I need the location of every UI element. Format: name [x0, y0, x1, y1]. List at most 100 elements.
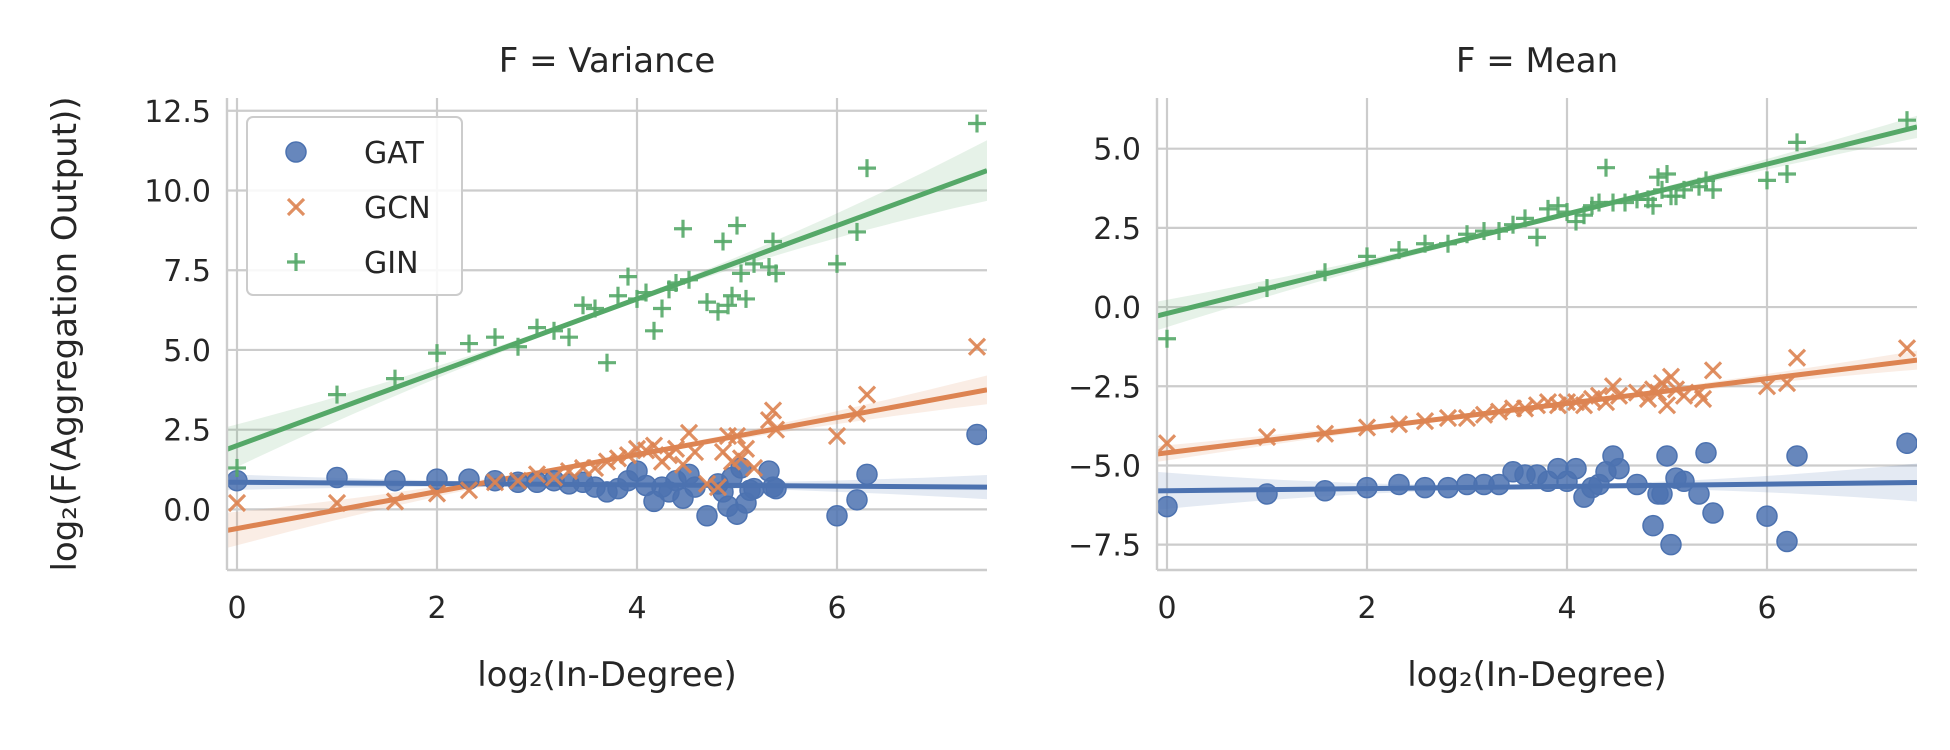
point-gin: [386, 369, 404, 388]
panel-title: F = Variance: [499, 41, 716, 81]
point-gcn: [679, 423, 699, 442]
point-gin: [228, 458, 246, 477]
point-gcn: [708, 477, 728, 497]
point-gin: [645, 321, 663, 340]
point-gin: [609, 286, 627, 305]
point-gin: [719, 296, 737, 315]
point-gcn: [608, 449, 628, 468]
point-gat: [426, 468, 448, 490]
point-gin: [428, 344, 446, 363]
point-gcn: [1596, 392, 1616, 412]
point-gcn: [666, 439, 686, 458]
x-tick-label: 6: [1757, 591, 1776, 626]
point-gin: [1416, 234, 1434, 253]
point-gcn: [1757, 377, 1777, 396]
point-gin: [574, 296, 592, 315]
point-gcn: [1674, 386, 1694, 405]
point-gin: [1358, 247, 1376, 266]
y-tick-label: −5.0: [1068, 449, 1141, 484]
point-gin: [1528, 228, 1546, 247]
x-tick-labels: 0 2 4 6: [227, 591, 846, 626]
y-tick-label: −2.5: [1068, 370, 1141, 405]
point-gin: [1675, 180, 1693, 199]
point-gcn: [559, 462, 579, 481]
y-tick-label: 0.0: [163, 493, 211, 528]
point-gcn: [1389, 415, 1409, 434]
point-gin: [460, 334, 478, 353]
point-gat: [1656, 445, 1678, 467]
x-tick-label: 4: [1557, 591, 1576, 626]
point-gat: [1651, 483, 1673, 505]
point-gcn: [1538, 392, 1558, 412]
point-gin: [1788, 133, 1806, 152]
point-gin: [1158, 329, 1176, 348]
point-gcn: [1415, 411, 1435, 431]
point-gat: [384, 469, 406, 492]
point-gin: [586, 299, 604, 318]
point-gat: [1388, 473, 1410, 496]
point-gin: [764, 232, 782, 251]
point-gat: [846, 489, 868, 511]
point-gcn: [857, 385, 877, 404]
confidence-band-gat: [227, 474, 987, 500]
y-tick-label: 5.0: [1093, 133, 1141, 168]
point-gcn: [1603, 377, 1623, 396]
point-gat: [326, 466, 348, 489]
point-gcn: [1609, 386, 1629, 405]
y-tick-label: −7.5: [1068, 529, 1141, 564]
point-gat: [696, 505, 718, 527]
point-gcn: [1357, 418, 1377, 437]
point-gin: [698, 293, 716, 312]
point-gin: [745, 254, 763, 273]
point-gcn: [1638, 389, 1658, 409]
point-gcn: [766, 420, 786, 439]
panel-title: F = Mean: [1456, 41, 1618, 81]
point-gin: [858, 159, 876, 178]
y-tick-label: 2.5: [1093, 212, 1141, 247]
point-gat: [1702, 502, 1724, 524]
legend: GAT GCN GIN: [246, 116, 463, 296]
data-points: [1157, 111, 1917, 556]
point-gcn: [763, 401, 783, 420]
legend-marker-gat: [285, 141, 307, 163]
point-gat: [1565, 457, 1587, 480]
point-gin: [328, 385, 346, 404]
point-gin: [828, 254, 846, 273]
point-gin: [545, 321, 563, 340]
point-gcn: [727, 426, 747, 446]
legend-items: GAT GCN GIN: [285, 136, 431, 281]
point-gin: [528, 318, 546, 337]
point-gcn: [1703, 361, 1723, 380]
point-gat: [1695, 442, 1717, 464]
y-tick-labels: 0.0 2.5 5.0 7.5 10.0 12.5: [144, 95, 211, 529]
y-tick-label: 12.5: [144, 95, 211, 130]
point-gin: [1258, 279, 1276, 298]
point-gcn: [1257, 427, 1277, 447]
point-gcn: [685, 442, 705, 462]
point-gat: [1356, 476, 1378, 499]
point-gin: [1697, 171, 1715, 190]
y-tick-label: 5.0: [163, 334, 211, 369]
point-gin: [1575, 206, 1593, 225]
point-gin: [714, 232, 732, 251]
point-gcn: [1157, 434, 1177, 453]
legend-label-gcn: GCN: [364, 191, 431, 226]
point-gcn: [1438, 408, 1458, 428]
y-tick-label: 2.5: [163, 414, 211, 449]
regression-line-gin: [227, 168, 987, 452]
point-gat: [1256, 483, 1278, 505]
point-gat: [1756, 505, 1778, 527]
point-gin: [653, 299, 671, 318]
point-gin: [732, 264, 750, 283]
point-gin: [1390, 241, 1408, 260]
point-gcn: [585, 458, 605, 478]
point-gcn: [544, 468, 564, 487]
y-tick-labels: −7.5 −5.0 −2.5 0.0 2.5 5.0: [1068, 133, 1141, 564]
point-gcn: [485, 473, 505, 492]
regression-line-gat: [1157, 479, 1917, 494]
y-axis-label: log₂(F(Aggregation Output)): [45, 96, 85, 571]
point-gcn: [1527, 396, 1547, 415]
point-gcn: [1661, 367, 1681, 386]
point-gcn: [1315, 424, 1335, 443]
